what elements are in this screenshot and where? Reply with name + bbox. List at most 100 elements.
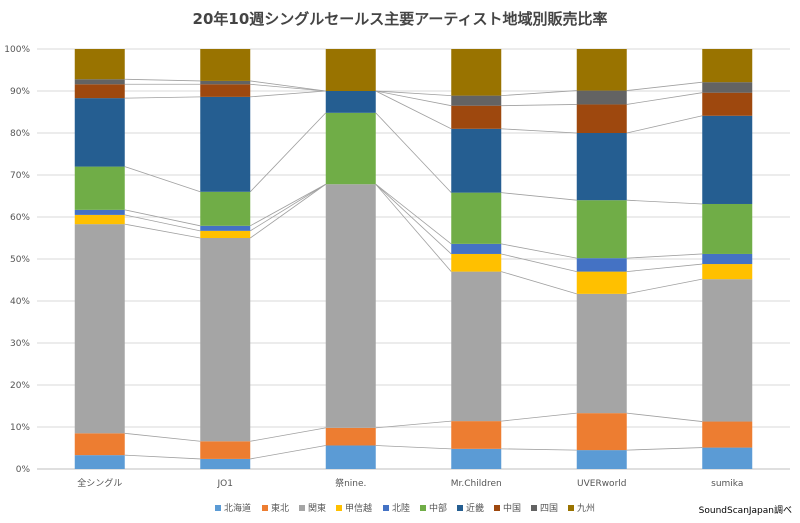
y-tick-label: 100% [4,45,30,55]
series-line [626,263,703,272]
bar-segment [451,448,502,469]
series-line [626,253,703,259]
legend-item: 中部 [420,502,447,514]
legend-swatch [299,505,305,511]
series-line [626,81,703,91]
bar-segment [325,91,376,113]
series-line [124,432,201,442]
series-line [124,96,201,99]
y-tick-label: 40% [10,297,30,307]
bar-segment [702,264,753,280]
x-category-label: UVERworld [577,479,626,489]
bar-segment [200,49,251,81]
series-line [626,278,703,295]
series-line [375,112,452,193]
bar-segment [702,447,753,469]
x-category-label: 祭nine. [335,477,366,489]
bar-segment [200,238,251,442]
series-line [501,448,577,451]
legend-swatch [336,505,342,511]
y-tick-label: 0% [16,465,31,475]
legend-label: 北陸 [392,502,410,514]
legend-label: 関東 [308,502,326,514]
bar-segment [702,253,753,265]
y-tick-label: 30% [10,339,30,349]
legend-label: 東北 [271,502,289,514]
legend-swatch [215,505,221,511]
series-line [501,243,577,259]
bar-segment [74,79,125,85]
y-tick-label: 20% [10,381,30,391]
series-line [375,90,452,130]
bar-segment [200,225,251,231]
series-line [124,214,201,232]
bar-segment [451,192,502,244]
legend-label: 中国 [503,502,521,514]
legend-label: 九州 [577,503,595,514]
bar-segment [451,243,502,254]
legend-item: 北陸 [383,502,410,514]
bar-segment [200,441,251,459]
series-line [626,412,703,422]
legend-item: 中国 [494,502,521,514]
series-line [250,90,326,98]
legend-swatch [457,505,463,511]
series-line [250,183,326,232]
legend-label: 甲信越 [345,502,372,514]
series-line [375,183,452,255]
legend-label: 四国 [540,503,558,514]
x-category-label: 全シングル [77,477,122,489]
series-line [124,166,201,193]
bar-segment [576,200,627,259]
legend-item: 甲信越 [336,502,372,514]
series-line [626,92,703,105]
bar-segment [200,80,251,85]
legend-swatch [494,505,500,511]
legend-item: 九州 [568,503,595,514]
series-line [501,412,577,422]
bar-segment [576,413,627,451]
series-line [250,445,326,460]
x-category-label: JO1 [217,479,233,489]
bar-segment [74,455,125,469]
bar-segment [576,49,627,91]
bar-segment [200,458,251,469]
bar-segment [702,82,753,93]
y-tick-label: 80% [10,129,30,139]
bar-segment [451,421,502,449]
series-line [375,90,452,97]
bar-segment [451,49,502,96]
series-line [124,223,201,239]
bar-segment [200,96,251,192]
x-category-label: sumika [711,479,743,489]
bar-segment [74,98,125,167]
bar-segment [576,293,627,414]
bar-segment [200,84,251,97]
y-tick-label: 10% [10,423,30,433]
series-line [626,447,703,451]
series-line [501,192,577,201]
y-tick-label: 70% [10,171,30,181]
bar-segment [200,191,251,226]
x-category-label: Mr.Children [451,479,502,489]
series-line [501,271,577,295]
chart-title: 20年10週シングルセールス主要アーティスト地域別販売比率 [192,10,608,28]
bar-segment [451,271,502,422]
series-line [501,104,577,107]
legend-item: 近畿 [457,502,484,514]
legend-swatch [262,505,268,511]
series-line [501,90,577,97]
series-line [501,253,577,272]
legend-swatch [568,505,574,511]
series-line [375,183,452,272]
bar-segment [74,49,125,80]
legend-swatch [531,505,537,511]
series-line [250,183,326,239]
bar-segment [325,445,376,469]
bar-segment [576,104,627,133]
legend-item: 北海道 [215,502,251,514]
series-line [124,209,201,227]
series-line [124,78,201,82]
bar-segment [451,253,502,272]
bar-segment [74,214,125,225]
